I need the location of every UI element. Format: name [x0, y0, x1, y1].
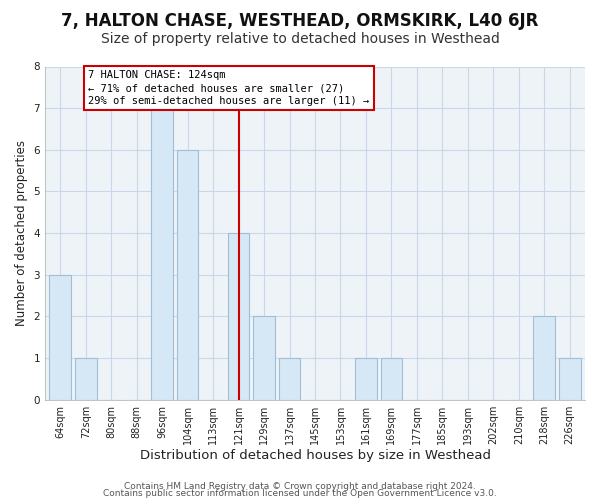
Bar	[228, 233, 250, 400]
Text: Size of property relative to detached houses in Westhead: Size of property relative to detached ho…	[101, 32, 499, 46]
Text: Contains HM Land Registry data © Crown copyright and database right 2024.: Contains HM Land Registry data © Crown c…	[124, 482, 476, 491]
Bar	[49, 275, 71, 400]
Bar	[559, 358, 581, 400]
X-axis label: Distribution of detached houses by size in Westhead: Distribution of detached houses by size …	[140, 450, 491, 462]
Bar	[380, 358, 402, 400]
Text: 7 HALTON CHASE: 124sqm
← 71% of detached houses are smaller (27)
29% of semi-det: 7 HALTON CHASE: 124sqm ← 71% of detached…	[88, 70, 370, 106]
Text: Contains public sector information licensed under the Open Government Licence v3: Contains public sector information licen…	[103, 490, 497, 498]
Bar	[279, 358, 301, 400]
Bar	[177, 150, 199, 400]
Bar	[75, 358, 97, 400]
Bar	[355, 358, 377, 400]
Y-axis label: Number of detached properties: Number of detached properties	[15, 140, 28, 326]
Bar	[533, 316, 555, 400]
Bar	[253, 316, 275, 400]
Bar	[151, 108, 173, 400]
Text: 7, HALTON CHASE, WESTHEAD, ORMSKIRK, L40 6JR: 7, HALTON CHASE, WESTHEAD, ORMSKIRK, L40…	[61, 12, 539, 30]
